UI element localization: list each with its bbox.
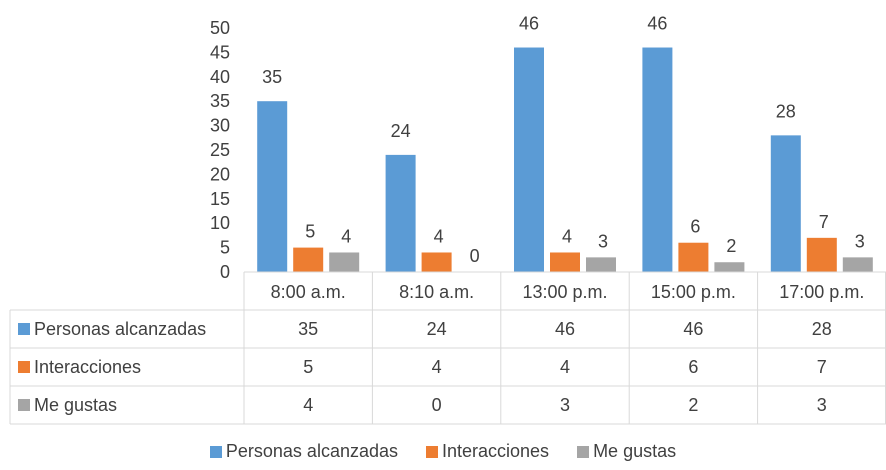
data-label: 4 [341,226,351,246]
bars [257,47,873,272]
legend-swatch [426,445,438,458]
y-tick-label: 30 [210,116,230,136]
y-tick-label: 45 [210,42,230,62]
row-swatch [18,399,30,411]
y-tick-label: 5 [220,238,230,258]
y-tick-label: 25 [210,140,230,160]
bar [421,252,452,272]
data-labels: 35 5 4 24 4 0 46 4 3 46 6 2 28 7 3 [262,14,865,266]
y-tick-label: 50 [210,18,230,38]
data-label: 4 [562,226,572,246]
legend-item: Interacciones [426,441,549,462]
category-label: 13:00 p.m. [522,282,607,302]
data-label: 0 [470,246,480,266]
data-label: 5 [305,222,315,242]
bar [293,247,324,272]
legend: Personas alcanzadas Interacciones Me gusta… [0,441,886,462]
y-axis: 0 5 10 15 20 25 30 35 40 45 50 [210,18,230,282]
legend-swatch [577,445,590,458]
bar [385,154,416,272]
data-label: 7 [819,212,829,232]
bar [257,101,288,272]
table-cell: 28 [812,319,832,339]
bar [550,252,580,272]
bar [329,252,360,272]
bar [586,257,616,272]
data-label: 24 [391,121,411,141]
y-tick-label: 10 [210,213,230,233]
y-tick-label: 20 [210,164,230,184]
bar [714,262,745,272]
bar [770,135,801,272]
table-cell: 24 [427,319,447,339]
row-swatch [18,323,30,335]
data-label: 46 [519,14,539,34]
row-label: Personas alcanzadas [34,319,206,339]
data-label: 2 [726,236,736,256]
table-cell: 35 [298,319,318,339]
data-label: 35 [262,67,282,87]
table-cell: 46 [555,319,575,339]
row-label: Me gustas [34,395,117,415]
legend-item: Personas alcanzadas [209,441,398,462]
table-cell: 3 [560,395,570,415]
bar [642,47,673,272]
category-label: 8:00 a.m. [271,282,346,302]
legend-label: Personas alcanzadas [225,441,398,461]
table-cell: 4 [432,357,442,377]
row-swatch [18,361,30,373]
data-label: 46 [647,14,667,34]
table-cell: 3 [817,395,827,415]
legend-item: Me gustas [577,441,676,462]
legend-swatch [209,445,222,458]
y-tick-label: 40 [210,67,230,87]
table-cell: 2 [688,395,698,415]
category-label: 8:10 a.m. [399,282,474,302]
table-cell: 4 [303,395,313,415]
row-label: Interacciones [34,357,141,377]
bar [678,242,709,272]
data-label: 4 [434,226,444,246]
table-cell: 0 [432,395,442,415]
data-label: 6 [690,217,700,237]
legend-label: Me gustas [593,441,677,461]
data-label: 3 [598,231,608,251]
table-cell: 46 [683,319,703,339]
data-table: 8:00 a.m. 8:10 a.m. 13:00 p.m. 15:00 p.m. 17… [9,271,886,425]
bar [842,257,873,272]
table-cell: 6 [688,357,698,377]
category-label: 15:00 p.m. [651,282,736,302]
table-cell: 5 [303,357,313,377]
data-label: 28 [776,101,796,121]
y-tick-label: 0 [220,262,230,282]
bar [514,47,544,272]
bar [806,237,837,272]
table-cell: 7 [817,357,827,377]
y-tick-label: 15 [210,189,230,209]
table-cell: 4 [560,357,570,377]
data-label: 3 [855,231,865,251]
legend-label: Interacciones [442,441,550,461]
y-tick-label: 35 [210,91,230,111]
category-label: 17:00 p.m. [779,282,864,302]
